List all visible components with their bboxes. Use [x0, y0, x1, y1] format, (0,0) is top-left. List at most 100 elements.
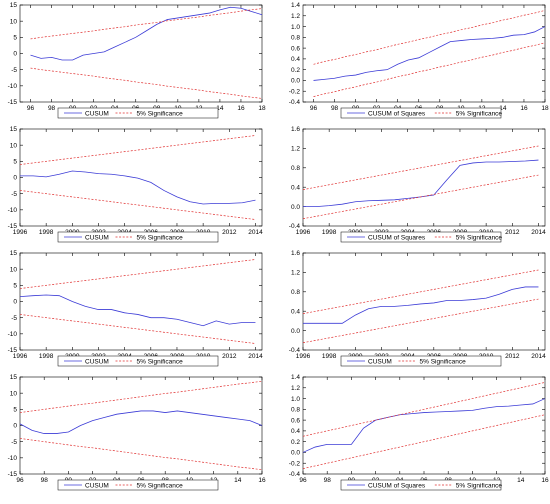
statistic-line-1: [20, 170, 256, 205]
y-tick-label: 10: [10, 390, 18, 397]
x-tick-label: 14: [234, 477, 242, 484]
legend-box: [57, 355, 219, 367]
x-tick-label: 98: [48, 105, 56, 112]
x-tick-label: 16: [520, 105, 528, 112]
x-tick-label: 96: [310, 105, 318, 112]
y-tick-label: 0.6: [291, 417, 300, 424]
x-tick-label: 16: [258, 477, 266, 484]
x-tick-label: 98: [41, 477, 49, 484]
x-tick-label: 14: [517, 477, 525, 484]
y-tick-label: 10: [10, 266, 18, 273]
statistic-line-1: [303, 286, 539, 324]
statistic-line-1: [30, 6, 263, 61]
x-tick-label: 2014: [531, 229, 546, 236]
y-tick-label: -0.4: [289, 471, 301, 478]
significance-band-line-3: [302, 414, 546, 469]
x-tick-label: 1996: [13, 229, 28, 236]
significance-band-line-3: [302, 174, 539, 220]
x-tick-label: 1998: [322, 353, 337, 360]
plot-frame: [19, 376, 263, 475]
x-tick-label: 1996: [296, 353, 311, 360]
legend: CUSUM 5% Significance: [57, 479, 219, 491]
significance-band-line-3: [313, 42, 546, 97]
legend: CUSUM 5% Significance: [57, 355, 219, 367]
y-tick-label: 0.4: [291, 184, 300, 191]
legend-label: CUSUM of Squares: [368, 234, 426, 241]
significance-band-line-2: [302, 145, 539, 190]
y-tick-label: -0.4: [289, 223, 301, 230]
legend-label: 5% Significance: [137, 358, 184, 365]
x-tick-label: 2014: [248, 353, 263, 360]
legend-box: [340, 107, 502, 119]
chart-panel-1: -15-10-5051015969800020406081012141618CU…: [8, 2, 266, 119]
plot-frame: [302, 252, 546, 351]
legend-box: [57, 479, 219, 491]
y-tick-label: 0.8: [291, 289, 300, 296]
x-tick-label: 2012: [222, 353, 237, 360]
x-tick-label: 1998: [39, 229, 54, 236]
legend-label: 5% Significance: [137, 234, 184, 241]
significance-band-line-2: [302, 382, 546, 437]
plot-frame: [302, 4, 546, 103]
significance-band-line-2: [19, 380, 263, 413]
x-tick-label: 2014: [531, 353, 546, 360]
y-tick-label: 0: [13, 51, 17, 58]
y-tick-label: -5: [11, 315, 17, 322]
y-tick-label: 0.0: [291, 450, 300, 457]
x-tick-label: 2012: [505, 229, 520, 236]
legend-label: 5% Significance: [420, 358, 467, 365]
y-tick-label: 0.8: [291, 407, 300, 414]
x-tick-label: 2014: [248, 229, 263, 236]
y-tick-label: 0.8: [291, 165, 300, 172]
y-tick-label: 0.0: [291, 328, 300, 335]
plot-frame: [302, 128, 546, 227]
x-tick-label: 14: [216, 105, 224, 112]
y-tick-label: -0.2: [289, 460, 301, 467]
legend-label: CUSUM: [85, 234, 109, 241]
legend-label: CUSUM of Squares: [368, 110, 426, 117]
y-tick-label: -5: [11, 67, 17, 74]
statistic-line-1: [19, 410, 263, 434]
x-tick-label: 96: [27, 105, 35, 112]
y-tick-label: 1.2: [291, 385, 300, 392]
y-tick-label: -0.4: [289, 99, 301, 106]
significance-band-line-3: [19, 190, 256, 220]
y-tick-label: 0.2: [291, 439, 300, 446]
statistic-line-1: [19, 294, 256, 327]
statistic-line-1: [313, 26, 546, 81]
significance-band-line-2: [302, 269, 539, 314]
y-tick-label: -15: [8, 99, 18, 106]
y-tick-label: 1.2: [291, 270, 300, 277]
legend-label: CUSUM: [85, 482, 109, 489]
plot-frame: [19, 128, 263, 227]
chart-panel-4: -0.40.00.40.81.21.6199619982000200220042…: [289, 126, 546, 243]
statistic-line-1: [303, 159, 539, 207]
y-tick-label: 5: [13, 283, 17, 290]
significance-band-line-2: [19, 259, 256, 289]
y-tick-label: 0.6: [291, 45, 300, 52]
legend-box: [340, 355, 502, 367]
legend: CUSUM 5% Significance: [340, 355, 502, 367]
legend-label: CUSUM: [85, 110, 109, 117]
x-tick-label: 98: [331, 105, 339, 112]
y-tick-label: -5: [11, 191, 17, 198]
y-tick-label: 0.8: [291, 35, 300, 42]
x-tick-label: 1998: [322, 229, 337, 236]
legend: CUSUM of Squares 5% Significance: [340, 107, 502, 119]
y-tick-label: 10: [10, 142, 18, 149]
chart-panel-7: -15-10-50510159698000204060810121416CUSU…: [8, 374, 266, 491]
x-tick-label: 2012: [222, 229, 237, 236]
chart-panel-8: -0.4-0.20.00.20.40.60.81.01.21.496980002…: [289, 374, 549, 491]
chart-panel-6: -0.40.00.40.81.21.6199619982000200220042…: [289, 250, 546, 367]
y-tick-label: 5: [13, 159, 17, 166]
y-tick-label: -10: [8, 207, 18, 214]
x-tick-label: 96: [16, 477, 24, 484]
x-tick-label: 98: [324, 477, 332, 484]
chart-panel-3: -15-10-505101519961998200020022004200620…: [8, 126, 263, 243]
y-tick-label: -0.2: [289, 88, 301, 95]
statistic-line-1: [302, 398, 546, 453]
y-tick-label: -5: [11, 439, 17, 446]
significance-band-line-2: [313, 10, 546, 65]
x-tick-label: 1998: [39, 353, 54, 360]
